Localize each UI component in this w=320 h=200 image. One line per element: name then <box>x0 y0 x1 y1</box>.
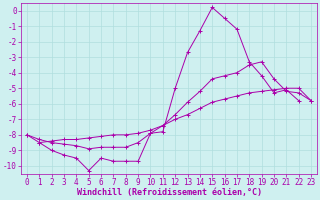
X-axis label: Windchill (Refroidissement éolien,°C): Windchill (Refroidissement éolien,°C) <box>76 188 261 197</box>
